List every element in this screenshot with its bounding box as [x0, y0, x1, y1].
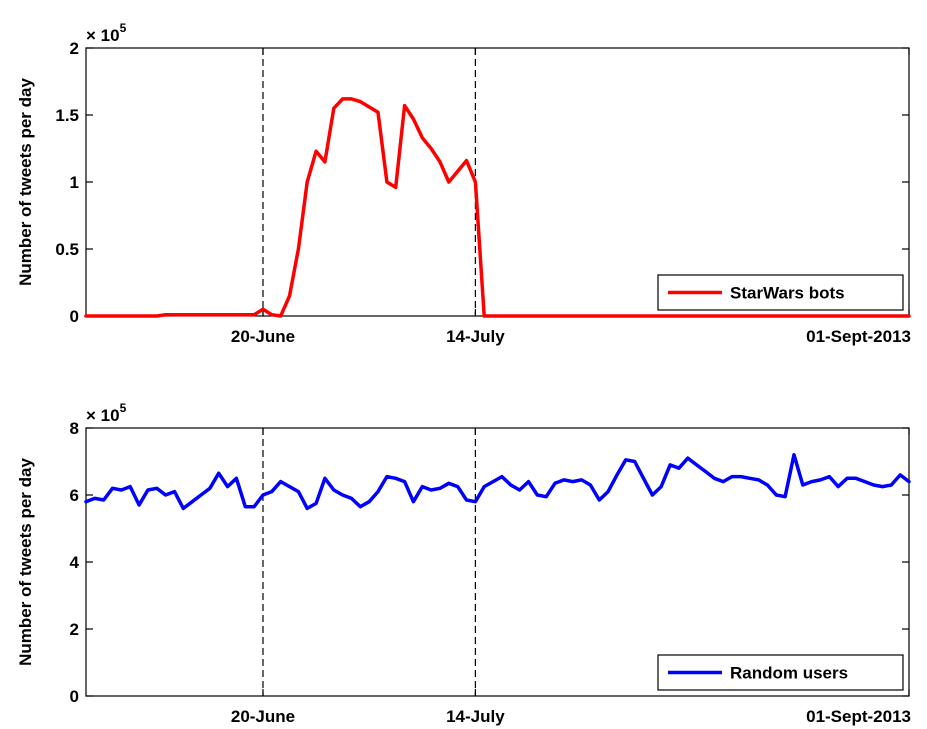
series-line-1 [84, 453, 911, 511]
y-exponent-power: 5 [120, 21, 127, 35]
legend-label: StarWars bots [730, 284, 845, 303]
y-exponent-power: 5 [120, 401, 127, 415]
legend: Random users [657, 654, 904, 691]
y-exponent-label: × 105 [86, 21, 127, 45]
x-tick-label: 14-July [446, 327, 505, 346]
y-axis-label: Number of tweets per day [16, 458, 35, 666]
y-tick-label: 0 [70, 307, 79, 326]
series-line-1 [84, 97, 911, 318]
x-tick-label: 20-June [231, 707, 295, 726]
y-tick-label: 4 [70, 553, 80, 572]
subplot-2: 0 2 4 6 8 20-June 14-July 01-Sept-2013 × 105 Numb… [16, 401, 911, 726]
x-tick-label: 14-July [446, 707, 505, 726]
y-tick-label: 0 [70, 687, 79, 706]
y-axis-label: Number of tweets per day [16, 78, 35, 286]
y-tick-label: 6 [70, 486, 79, 505]
y-tick-label: 0.5 [55, 240, 79, 259]
y-tick-label: 8 [70, 419, 79, 438]
legend: StarWars bots [657, 274, 904, 311]
y-tick-label: 1 [70, 173, 79, 192]
y-tick-label: 1.5 [55, 106, 79, 125]
y-tick-label: 2 [70, 39, 79, 58]
y-exponent-label: × 105 [86, 401, 127, 425]
y-exponent-base: × 10 [86, 26, 120, 45]
x-tick-label: 01-Sept-2013 [806, 707, 911, 726]
x-tick-label: 01-Sept-2013 [806, 327, 911, 346]
subplot-1: 0 0.5 1 1.5 2 20-June 14-July 01-Sept-2013 × 105… [16, 21, 911, 346]
y-tick-label: 2 [70, 620, 79, 639]
x-tick-label: 20-June [231, 327, 295, 346]
legend-label: Random users [730, 664, 848, 683]
y-exponent-base: × 10 [86, 406, 120, 425]
